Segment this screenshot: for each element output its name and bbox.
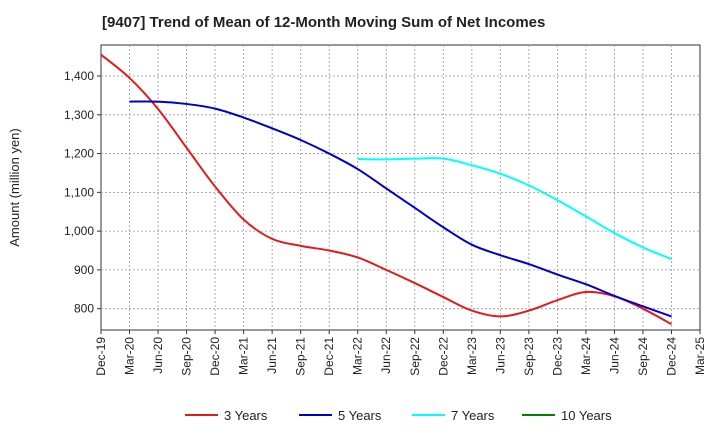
y-tick-label: 900 <box>74 263 94 277</box>
x-tick-label: Mar-25 <box>693 337 707 375</box>
legend-label: 10 Years <box>561 408 612 423</box>
x-tick-label: Dec-22 <box>436 337 450 376</box>
series-line-5-years <box>129 100 672 318</box>
x-tick-label: Mar-22 <box>351 337 365 375</box>
plot-area <box>100 44 701 331</box>
x-tick-label: Sep-21 <box>294 337 308 376</box>
x-tick-label: Mar-23 <box>465 337 479 375</box>
legend-item: 7 Years <box>412 408 495 423</box>
x-tick-label: Mar-24 <box>579 337 593 375</box>
legend-label: 5 Years <box>338 408 382 423</box>
x-tick-label: Dec-23 <box>550 337 564 376</box>
y-tick-label: 1,000 <box>64 224 94 238</box>
x-tick-label: Jun-22 <box>379 337 393 374</box>
x-tick-label: Dec-20 <box>208 337 222 376</box>
x-tick-label: Jun-20 <box>151 337 165 374</box>
legend-item: 10 Years <box>522 408 612 423</box>
y-tick-label: 1,100 <box>64 185 94 199</box>
x-tick-label: Jun-23 <box>493 337 507 374</box>
x-tick-label: Sep-24 <box>636 337 650 376</box>
x-tick-label: Jun-24 <box>607 337 621 374</box>
x-tick-label: Dec-24 <box>664 337 678 376</box>
legend-item: 5 Years <box>299 408 382 423</box>
x-tick-label: Dec-21 <box>322 337 336 376</box>
legend-label: 7 Years <box>451 408 495 423</box>
series-line-7-years <box>357 157 672 260</box>
x-tick-label: Sep-20 <box>180 337 194 376</box>
series-line-3-years <box>100 53 672 326</box>
legend-item: 3 Years <box>185 408 268 423</box>
legend-label: 3 Years <box>224 408 268 423</box>
x-tick-label: Mar-21 <box>237 337 251 375</box>
x-tick-label: Dec-19 <box>94 337 108 376</box>
x-tick-label: Mar-20 <box>123 337 137 375</box>
y-tick-label: 1,200 <box>64 147 94 161</box>
x-tick-label: Sep-23 <box>522 337 536 376</box>
y-tick-label: 1,400 <box>64 69 94 83</box>
y-axis-label: Amount (million yen) <box>7 128 22 247</box>
y-tick-label: 1,300 <box>64 108 94 122</box>
x-tick-label: Jun-21 <box>265 337 279 374</box>
y-tick-label: 800 <box>74 302 94 316</box>
chart-title: [9407] Trend of Mean of 12-Month Moving … <box>102 14 546 31</box>
x-tick-label: Sep-22 <box>408 337 422 376</box>
